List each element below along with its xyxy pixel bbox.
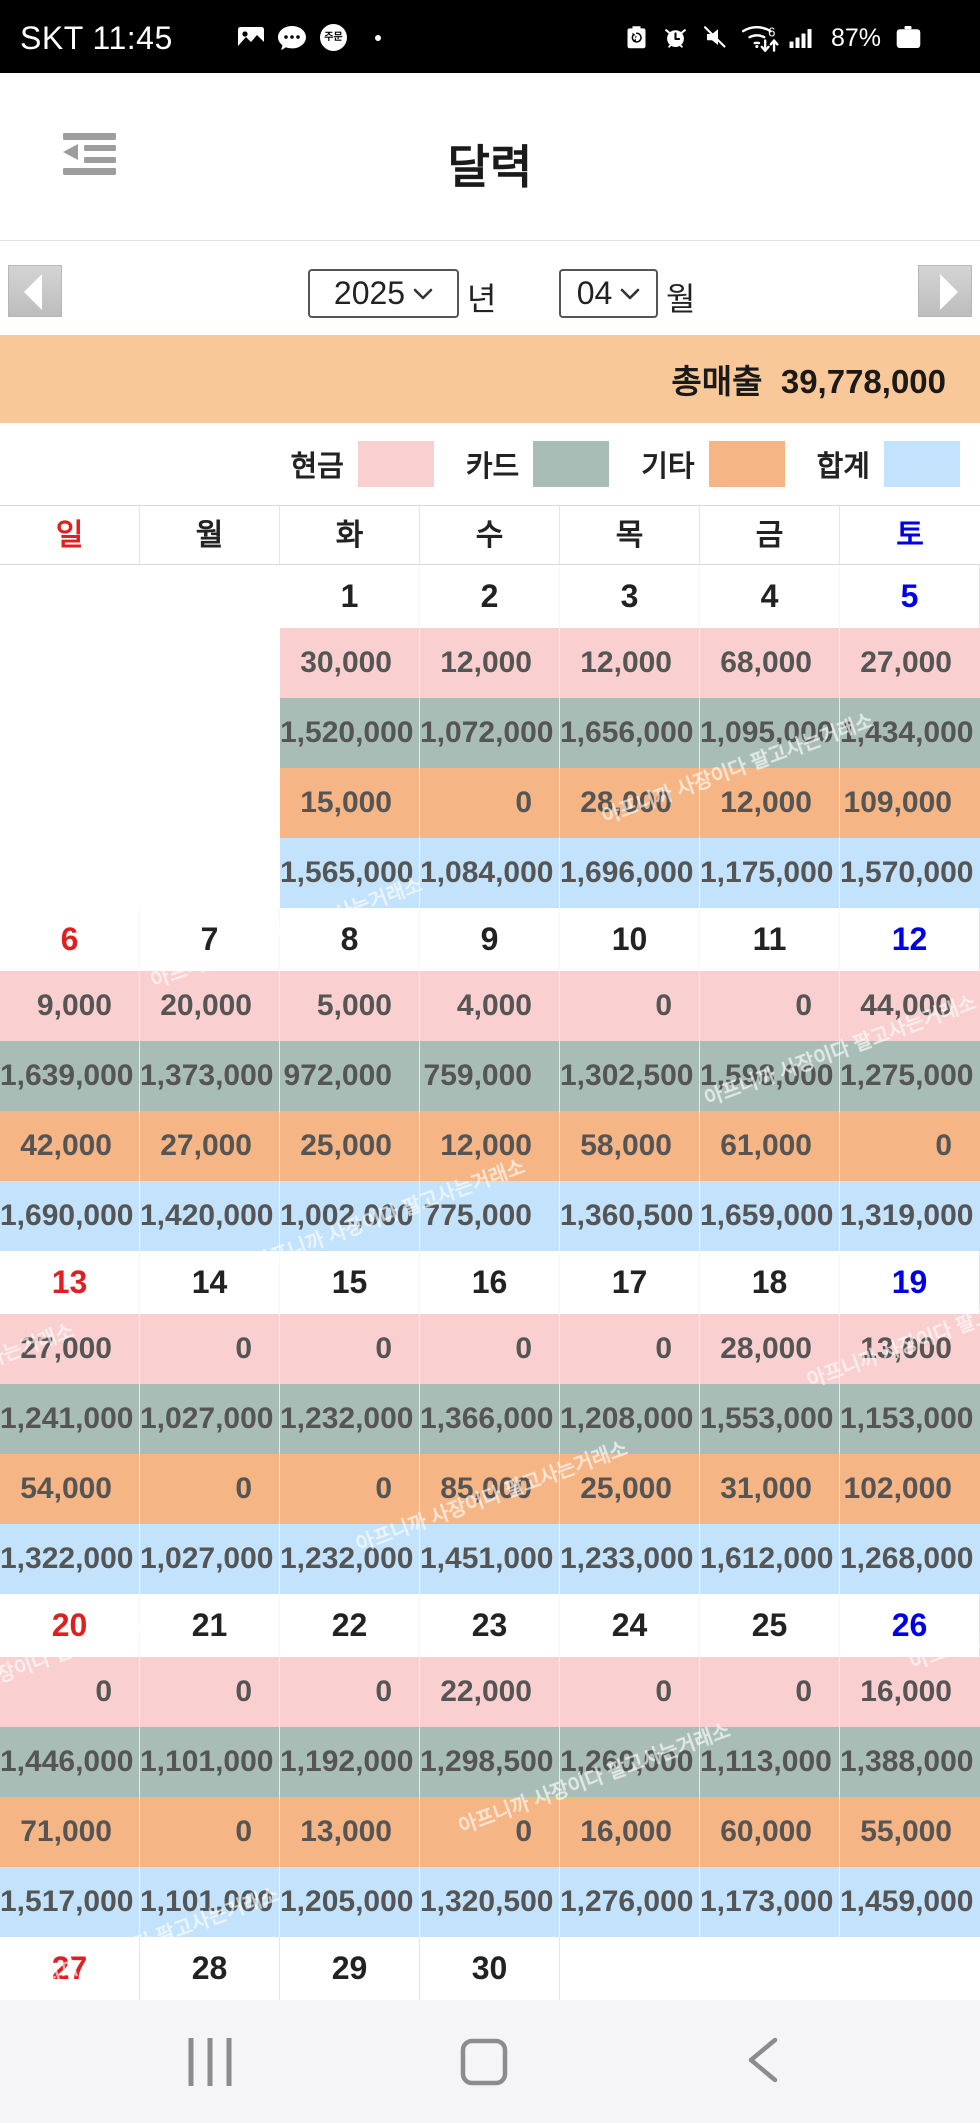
svg-text:6: 6 bbox=[768, 24, 775, 39]
